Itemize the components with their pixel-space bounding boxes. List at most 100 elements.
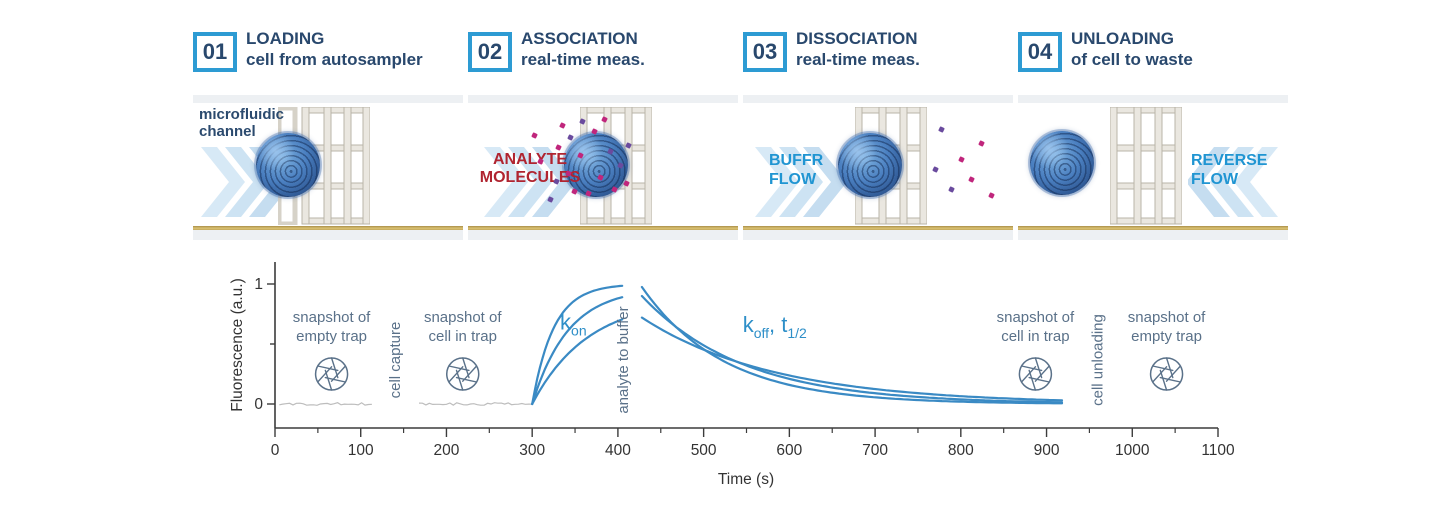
step-title: LOADING (246, 29, 325, 48)
scene-loading: microfluidic channel (193, 103, 463, 230)
analyte-molecule-dot (932, 166, 939, 173)
scene-unloading: REVERSE FLOW (1018, 103, 1288, 230)
flow-chevrons-right-icon (484, 147, 574, 217)
step-number-badge: 01 (193, 32, 237, 72)
step-header: 02 ASSOCIATION real-time meas. (468, 26, 738, 88)
camera-aperture-blade (1152, 366, 1168, 383)
scene-label: REVERSE FLOW (1191, 152, 1268, 188)
camera-aperture-icon (445, 357, 480, 391)
scene-dissociation: BUFFR FLOW (743, 103, 1013, 230)
camera-aperture-blade (330, 365, 347, 382)
step-subtitle: cell from autosampler (246, 50, 423, 69)
step-title: UNLOADING (1071, 29, 1174, 48)
baseline-trace (418, 402, 533, 406)
step-panel-unloading: 04 UNLOADING of cell to waste (1018, 26, 1288, 240)
x-tick-label: 200 (434, 442, 460, 459)
baseline-trace (279, 402, 372, 406)
camera-aperture-blade (1159, 369, 1168, 391)
camera-aperture-blade (462, 365, 478, 382)
cell-graphic (256, 133, 320, 197)
scene-label: microfluidic channel (199, 106, 285, 140)
scene-panel: microfluidic channel (193, 95, 463, 240)
snapshot-annotation: snapshot of (424, 309, 502, 326)
camera-aperture-blade (1028, 369, 1037, 391)
camera-aperture-icon (314, 357, 349, 391)
step-titles: UNLOADING of cell to waste (1071, 26, 1193, 70)
step-titles: ASSOCIATION real-time meas. (521, 26, 645, 70)
association-curve (531, 318, 624, 406)
camera-aperture-blade (455, 369, 464, 391)
vertical-annotation: analyte to buffer (615, 306, 632, 413)
scene-panel: REVERSE FLOW (1018, 95, 1288, 240)
channel-floor-line (468, 226, 738, 230)
camera-aperture-blade (1034, 365, 1050, 382)
camera-aperture-blade (1020, 365, 1043, 372)
step-subtitle: of cell to waste (1071, 50, 1193, 69)
analyte-molecule-dot (531, 132, 538, 139)
analyte-molecule-dot (948, 186, 955, 193)
camera-aperture-blade (317, 365, 339, 372)
step-header: 04 UNLOADING of cell to waste (1018, 26, 1288, 88)
fluorescence-time-chart: 0 100 200 300 400 500 600 700 800 900 1000 1100 0 1 Fl… (229, 248, 1250, 510)
step-panel-dissociation: 03 DISSOCIATION real-time meas. BUFFR FL… (743, 26, 1013, 240)
association-curve (531, 296, 624, 406)
camera-aperture-blade (1034, 357, 1043, 379)
rate-constant-label: koff, t1/2 (743, 312, 807, 341)
channel-floor-line (193, 226, 463, 230)
step-number-badge: 03 (743, 32, 787, 72)
scene-label: BUFFR FLOW (769, 152, 824, 188)
snapshot-annotation: empty trap (296, 328, 367, 345)
snapshot-annotation: snapshot of (997, 309, 1075, 326)
x-tick-label: 1000 (1115, 442, 1150, 459)
x-tick-label: 1100 (1201, 442, 1235, 459)
step-subtitle: real-time meas. (521, 50, 645, 69)
snapshot-annotation: cell in trap (1001, 328, 1069, 345)
x-tick-label: 400 (605, 442, 631, 459)
cell-graphic (1030, 131, 1094, 195)
association-curve (531, 284, 624, 406)
chart-canvas: 0 100 200 300 400 500 600 700 800 900 1000 1100 0 1 Fl… (229, 262, 1235, 488)
camera-aperture-blade (1165, 357, 1174, 379)
camera-aperture-icon (1149, 357, 1184, 391)
camera-aperture-blade (455, 376, 478, 383)
step-titles: LOADING cell from autosampler (246, 26, 423, 70)
axis-lines (274, 262, 1218, 429)
x-tick-label: 800 (948, 442, 974, 459)
y-tick-label: 1 (254, 276, 263, 293)
x-tick-label: 0 (271, 442, 280, 459)
analyte-molecule-dot (958, 156, 965, 163)
cell-graphic (838, 133, 902, 197)
camera-aperture-blade (330, 357, 339, 379)
step-title: DISSOCIATION (796, 29, 918, 48)
camera-aperture-blade (448, 366, 464, 383)
x-tick-label: 100 (348, 442, 374, 459)
x-tick-label: 600 (776, 442, 802, 459)
step-header: 03 DISSOCIATION real-time meas. (743, 26, 1013, 88)
x-axis-label: Time (s) (718, 471, 774, 488)
step-titles: DISSOCIATION real-time meas. (796, 26, 920, 70)
dissociation-curve (640, 285, 1064, 405)
scene-panel: ANALYTE MOLECULES (468, 95, 738, 240)
scene-panel: BUFFR FLOW (743, 95, 1013, 240)
flow-chevrons-left-icon (1188, 147, 1278, 217)
camera-aperture-blade (317, 366, 333, 383)
camera-aperture-blade (1165, 365, 1182, 382)
step-number-badge: 04 (1018, 32, 1062, 72)
x-tick-label: 700 (862, 442, 888, 459)
step-subtitle: real-time meas. (796, 50, 920, 69)
analyte-molecule-dot (938, 126, 945, 133)
snapshot-annotation: snapshot of (293, 309, 371, 326)
step-header: 01 LOADING cell from autosampler (193, 26, 463, 88)
snapshot-annotation: cell in trap (429, 328, 497, 345)
analyte-molecule-dot (978, 140, 985, 147)
dissociation-curve (640, 316, 1064, 402)
scene-association: ANALYTE MOLECULES (468, 103, 738, 230)
rate-constant-label: kon (560, 310, 587, 339)
camera-aperture-blade (1159, 376, 1182, 383)
dissociation-curve (640, 294, 1064, 404)
step-panel-association: 02 ASSOCIATION real-time meas. ANALYTE M… (468, 26, 738, 240)
camera-aperture-blade (1020, 366, 1037, 383)
camera-aperture-icon (1018, 357, 1053, 391)
scene-label: ANALYTE MOLECULES (479, 151, 581, 186)
